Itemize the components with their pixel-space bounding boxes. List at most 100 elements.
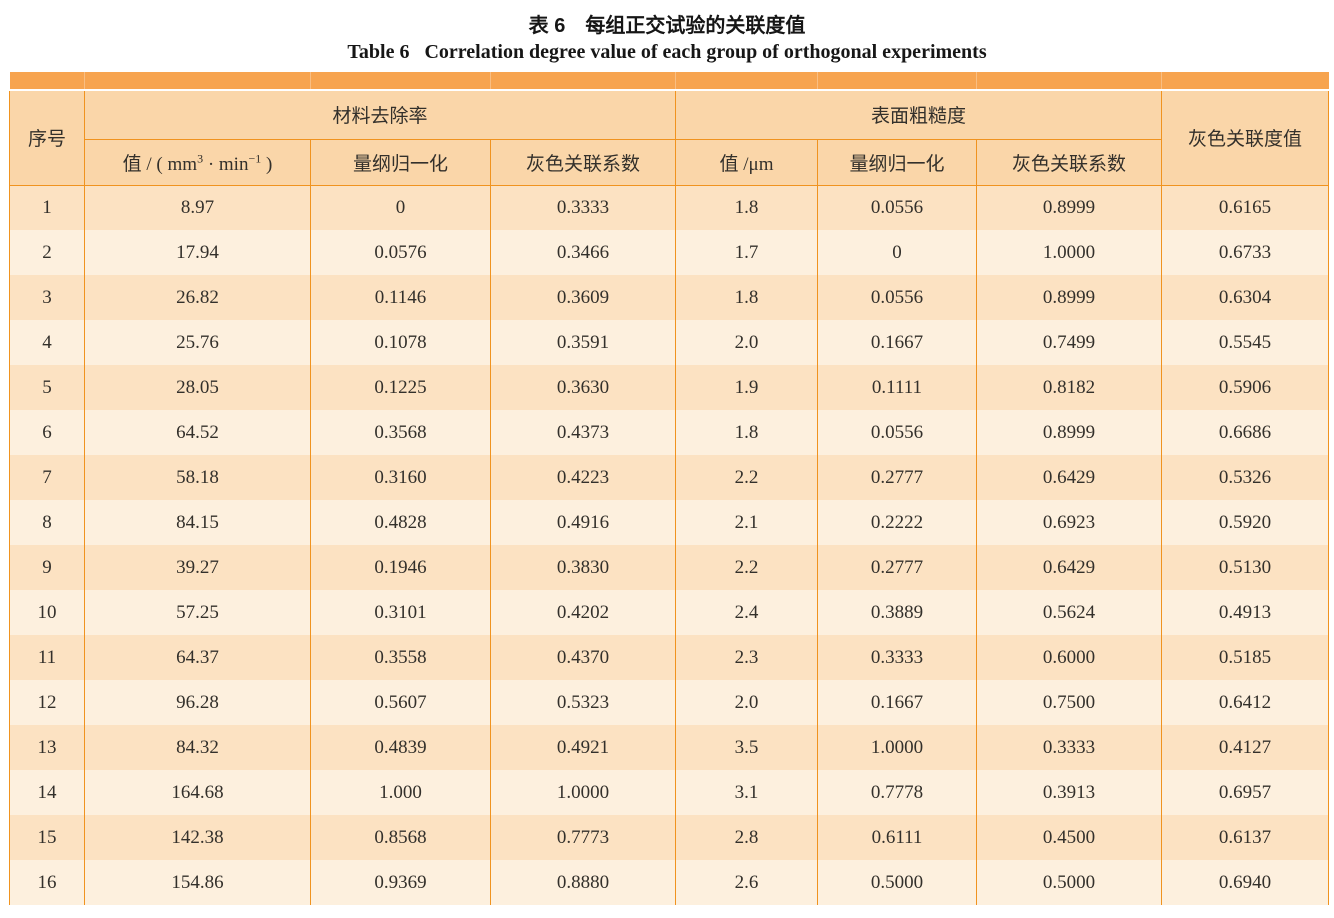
row-number-cell: 13: [9, 725, 85, 770]
roughness-normalized-cell: 0.1111: [817, 365, 977, 410]
grey-correlation-degree-cell: 0.6940: [1161, 860, 1329, 905]
row-number-cell: 6: [9, 410, 85, 455]
row-number-cell: 2: [9, 230, 85, 275]
mrr-value-cell: 84.32: [84, 725, 311, 770]
roughness-normalized-cell: 0.3889: [817, 590, 977, 635]
strip-segment: [817, 72, 977, 91]
row-number-cell: 9: [9, 545, 85, 590]
roughness-grey-coefficient-cell: 0.6429: [976, 455, 1162, 500]
header-roughness-value: 值 /μm: [675, 138, 818, 186]
grey-correlation-degree-cell: 0.4913: [1161, 590, 1329, 635]
table-header: 序号 材料去除率 表面粗糙度 灰色关联度值 值 / ( mm3 · min−1 …: [9, 72, 1329, 186]
mrr-unit-suffix: ): [261, 153, 273, 175]
strip-segment: [675, 72, 818, 91]
roughness-grey-coefficient-cell: 0.3333: [976, 725, 1162, 770]
header-sub-row: 值 / ( mm3 · min−1 ) 量纲归一化 灰色关联系数 值 /μm 量…: [10, 138, 1329, 186]
row-number-cell: 12: [9, 680, 85, 725]
roughness-grey-coefficient-cell: 0.8999: [976, 185, 1162, 230]
mrr-normalized-cell: 0.1146: [310, 275, 491, 320]
table-row: 9 39.27 0.1946 0.3830 2.2 0.2777 0.6429 …: [9, 545, 1329, 590]
roughness-grey-coefficient-cell: 0.5624: [976, 590, 1162, 635]
grey-correlation-degree-cell: 0.5130: [1161, 545, 1329, 590]
mrr-value-cell: 154.86: [84, 860, 311, 905]
roughness-value-cell: 2.4: [675, 590, 818, 635]
grey-correlation-degree-cell: 0.5326: [1161, 455, 1329, 500]
roughness-value-cell: 2.8: [675, 815, 818, 860]
roughness-value-cell: 1.9: [675, 365, 818, 410]
table-title-english: Table 6 Correlation degree value of each…: [347, 41, 987, 63]
roughness-value-cell: 2.3: [675, 635, 818, 680]
roughness-value-cell: 2.6: [675, 860, 818, 905]
roughness-normalized-cell: 0.0556: [817, 410, 977, 455]
mrr-grey-coefficient-cell: 0.5323: [490, 680, 676, 725]
grey-correlation-degree-cell: 0.5185: [1161, 635, 1329, 680]
header-mrr-normalized: 量纲归一化: [310, 138, 491, 186]
correlation-table: 序号 材料去除率 表面粗糙度 灰色关联度值 值 / ( mm3 · min−1 …: [9, 72, 1329, 905]
table-row: 3 26.82 0.1146 0.3609 1.8 0.0556 0.8999 …: [9, 275, 1329, 320]
table-row: 7 58.18 0.3160 0.4223 2.2 0.2777 0.6429 …: [9, 455, 1329, 500]
mrr-normalized-cell: 0.3568: [310, 410, 491, 455]
header-roughness-grey-coefficient: 灰色关联系数: [976, 138, 1162, 186]
roughness-value-cell: 1.7: [675, 230, 818, 275]
mrr-value-cell: 39.27: [84, 545, 311, 590]
mrr-value-cell: 26.82: [84, 275, 311, 320]
mrr-value-cell: 17.94: [84, 230, 311, 275]
strip-segment: [976, 72, 1162, 91]
strip-segment: [490, 72, 676, 91]
roughness-normalized-cell: 0.0556: [817, 275, 977, 320]
roughness-value-cell: 2.2: [675, 455, 818, 500]
roughness-grey-coefficient-cell: 0.8999: [976, 275, 1162, 320]
roughness-value-cell: 3.1: [675, 770, 818, 815]
roughness-grey-coefficient-cell: 0.4500: [976, 815, 1162, 860]
mrr-grey-coefficient-cell: 0.3591: [490, 320, 676, 365]
mrr-value-cell: 8.97: [84, 185, 311, 230]
grey-correlation-degree-cell: 0.6412: [1161, 680, 1329, 725]
table-body: 1 8.97 0 0.3333 1.8 0.0556 0.8999 0.6165…: [9, 185, 1329, 905]
mrr-value-cell: 25.76: [84, 320, 311, 365]
mrr-value-cell: 57.25: [84, 590, 311, 635]
mrr-unit-sup-cube: 3: [197, 151, 204, 166]
strip-segment: [1161, 72, 1329, 91]
grey-correlation-degree-cell: 0.5906: [1161, 365, 1329, 410]
row-number-cell: 5: [9, 365, 85, 410]
mrr-value-cell: 64.37: [84, 635, 311, 680]
mrr-grey-coefficient-cell: 0.4373: [490, 410, 676, 455]
mrr-grey-coefficient-cell: 0.3466: [490, 230, 676, 275]
table-row: 13 84.32 0.4839 0.4921 3.5 1.0000 0.3333…: [9, 725, 1329, 770]
row-number-cell: 8: [9, 500, 85, 545]
table-row: 11 64.37 0.3558 0.4370 2.3 0.3333 0.6000…: [9, 635, 1329, 680]
mrr-grey-coefficient-cell: 0.8880: [490, 860, 676, 905]
roughness-value-cell: 2.0: [675, 680, 818, 725]
mrr-unit-prefix: 值 / ( mm: [122, 153, 198, 175]
grey-correlation-degree-cell: 0.6304: [1161, 275, 1329, 320]
mrr-value-cell: 142.38: [84, 815, 311, 860]
grey-correlation-degree-cell: 0.5920: [1161, 500, 1329, 545]
roughness-grey-coefficient-cell: 0.6429: [976, 545, 1162, 590]
mrr-normalized-cell: 0.1078: [310, 320, 491, 365]
mrr-grey-coefficient-cell: 0.7773: [490, 815, 676, 860]
mrr-grey-coefficient-cell: 1.0000: [490, 770, 676, 815]
mrr-grey-coefficient-cell: 0.4202: [490, 590, 676, 635]
row-number-cell: 7: [9, 455, 85, 500]
roughness-normalized-cell: 1.0000: [817, 725, 977, 770]
mrr-unit-mid: · min: [203, 153, 249, 175]
table-title-chinese: 表 6 每组正交试验的关联度值: [528, 15, 806, 37]
row-number-cell: 15: [9, 815, 85, 860]
roughness-normalized-cell: 0: [817, 230, 977, 275]
mrr-grey-coefficient-cell: 0.3830: [490, 545, 676, 590]
header-group-surface-roughness: 表面粗糙度: [675, 89, 1162, 140]
mrr-value-cell: 96.28: [84, 680, 311, 725]
grey-correlation-degree-cell: 0.6137: [1161, 815, 1329, 860]
roughness-grey-coefficient-cell: 0.7500: [976, 680, 1162, 725]
roughness-value-cell: 2.0: [675, 320, 818, 365]
grey-correlation-degree-cell: 0.6733: [1161, 230, 1329, 275]
row-number-cell: 14: [9, 770, 85, 815]
table-row: 2 17.94 0.0576 0.3466 1.7 0 1.0000 0.673…: [9, 230, 1329, 275]
row-number-cell: 16: [9, 860, 85, 905]
roughness-normalized-cell: 0.3333: [817, 635, 977, 680]
roughness-normalized-cell: 0.5000: [817, 860, 977, 905]
table-row: 16 154.86 0.9369 0.8880 2.6 0.5000 0.500…: [9, 860, 1329, 905]
table-row: 5 28.05 0.1225 0.3630 1.9 0.1111 0.8182 …: [9, 365, 1329, 410]
table-row: 6 64.52 0.3568 0.4373 1.8 0.0556 0.8999 …: [9, 410, 1329, 455]
